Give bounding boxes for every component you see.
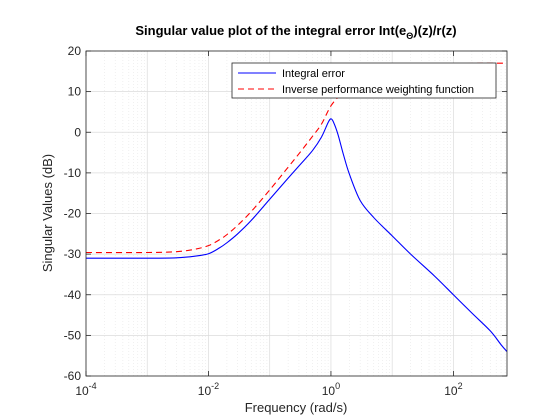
y-axis-label: Singular Values (dB)	[40, 154, 55, 272]
x-tick-label: 102	[444, 381, 462, 398]
x-tick-label: 10-4	[75, 381, 96, 398]
y-tick-label: -10	[64, 166, 82, 180]
y-tick-label: -20	[64, 207, 82, 221]
legend-label-inverse-weighting: Inverse performance weighting function	[282, 84, 474, 96]
x-tick-label: 100	[322, 381, 340, 398]
legend-label-integral-error: Integral error	[282, 68, 345, 80]
y-axis: 20 10 0 -10 -20 -30 -40 -50 -60	[64, 44, 507, 383]
chart-title-suffix: )(z)/r(z)	[413, 23, 456, 38]
y-tick-label: -30	[64, 247, 82, 261]
chart-title-subscript: Θ	[406, 31, 413, 41]
legend-box	[231, 62, 497, 99]
y-tick-label: 10	[68, 85, 82, 99]
y-tick-label: 20	[68, 44, 82, 58]
x-axis-label: Frequency (rad/s)	[245, 400, 348, 415]
legend: Integral error Inverse performance weigh…	[231, 62, 497, 99]
chart-title-main: Singular value plot of the integral erro…	[135, 23, 406, 38]
y-tick-label: -50	[64, 328, 82, 342]
y-tick-label: -60	[64, 369, 82, 383]
y-tick-label: -40	[64, 288, 82, 302]
grid-lines	[85, 50, 507, 377]
series-line-integral-error	[86, 118, 507, 352]
y-tick-label: 0	[74, 125, 81, 139]
x-axis: 10-4 10-2 100 102	[75, 51, 463, 398]
chart-title: Singular value plot of the integral erro…	[135, 23, 456, 41]
x-tick-label: 10-2	[198, 381, 219, 398]
